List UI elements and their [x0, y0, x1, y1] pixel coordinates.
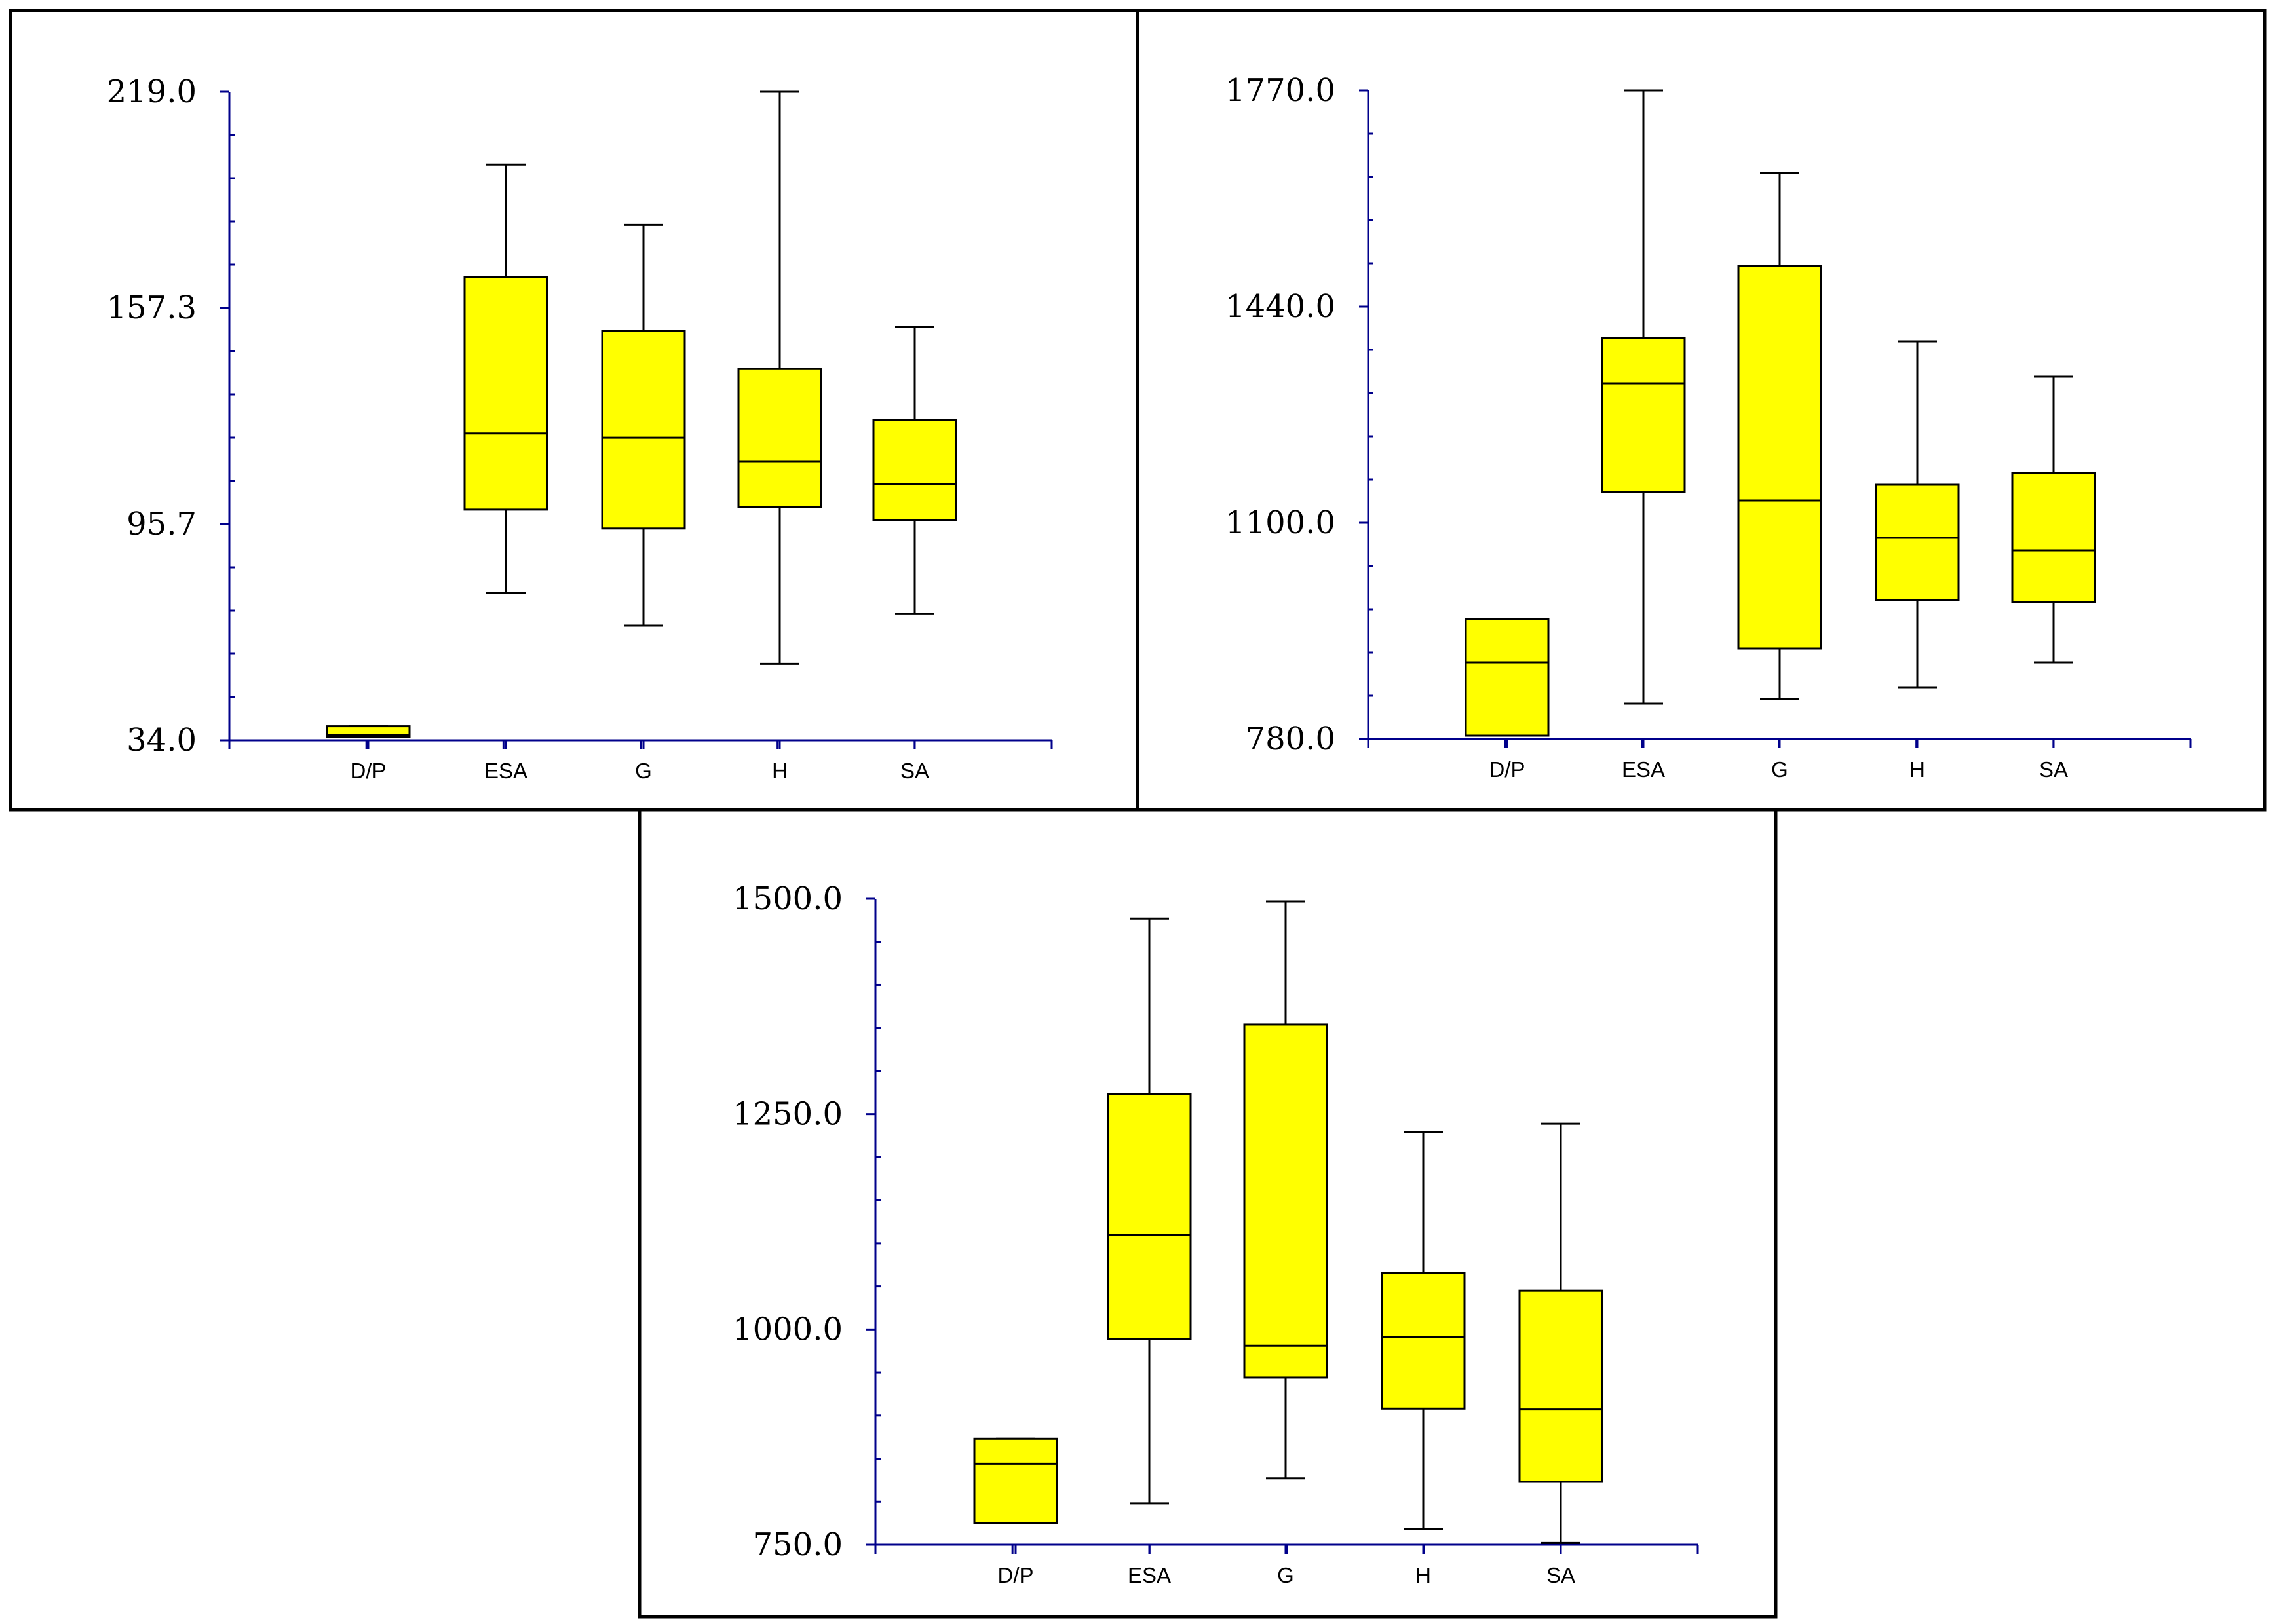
chart-panel-3: 750.0 1000.0 1250.0 1500.0 D/P ESA G H SA — [733, 880, 1699, 1587]
y-tick-label: 1250.0 — [733, 1096, 843, 1133]
x-tick-label: G — [1771, 757, 1788, 782]
y-tick-label: 34.0 — [126, 722, 197, 759]
box-d-p — [973, 1437, 1058, 1524]
box-h — [1875, 483, 1960, 601]
x-tick-label: G — [635, 759, 652, 783]
box-g — [601, 330, 686, 530]
y-tick-label: 1770.0 — [1225, 72, 1335, 109]
chart-panel-1: 34.0 95.7 157.3 219.0 D/P ESA G H SA — [107, 73, 1053, 783]
box-sa — [2011, 472, 2096, 603]
x-tick-label: G — [1277, 1563, 1294, 1587]
chart-panel-2: 780.0 1100.0 1440.0 1770.0 D/P ESA G H SA — [1225, 72, 2192, 782]
x-tick-label: ESA — [1128, 1563, 1171, 1587]
box-g — [1737, 265, 1822, 650]
box-sa — [1518, 1289, 1603, 1483]
x-tick-label: D/P — [350, 759, 386, 783]
y-tick-label: 1100.0 — [1225, 504, 1335, 541]
box-h — [1381, 1272, 1466, 1410]
x-tick-label: H — [1415, 1563, 1431, 1587]
x-tick-label: ESA — [484, 759, 527, 783]
box-sa — [872, 419, 957, 521]
box-esa — [1107, 1093, 1192, 1340]
y-tick-label: 750.0 — [753, 1526, 843, 1563]
x-tick-label: SA — [1546, 1563, 1575, 1587]
panel-3-frame — [638, 808, 1778, 1619]
x-tick-label: D/P — [1489, 757, 1525, 782]
x-tick-label: ESA — [1622, 757, 1665, 782]
y-tick-label: 1000.0 — [733, 1311, 843, 1348]
box-d-p — [1465, 618, 1550, 737]
y-tick-label: 95.7 — [126, 506, 197, 542]
y-tick-label: 1440.0 — [1225, 288, 1335, 325]
box-esa — [463, 276, 548, 511]
box-h — [737, 368, 822, 508]
x-tick-label: SA — [2039, 757, 2068, 782]
x-tick-label: H — [1909, 757, 1925, 782]
box-g — [1243, 1023, 1328, 1379]
box-esa — [1601, 337, 1686, 493]
x-tick-label: D/P — [997, 1563, 1033, 1587]
y-tick-label: 157.3 — [107, 290, 197, 326]
x-tick-label: SA — [900, 759, 929, 783]
y-tick-label: 219.0 — [107, 73, 197, 110]
panel-2-frame — [1136, 9, 2267, 812]
x-tick-label: H — [772, 759, 788, 783]
y-tick-label: 780.0 — [1246, 721, 1335, 757]
panel-1-frame — [9, 9, 1140, 812]
y-tick-label: 1500.0 — [733, 880, 843, 917]
